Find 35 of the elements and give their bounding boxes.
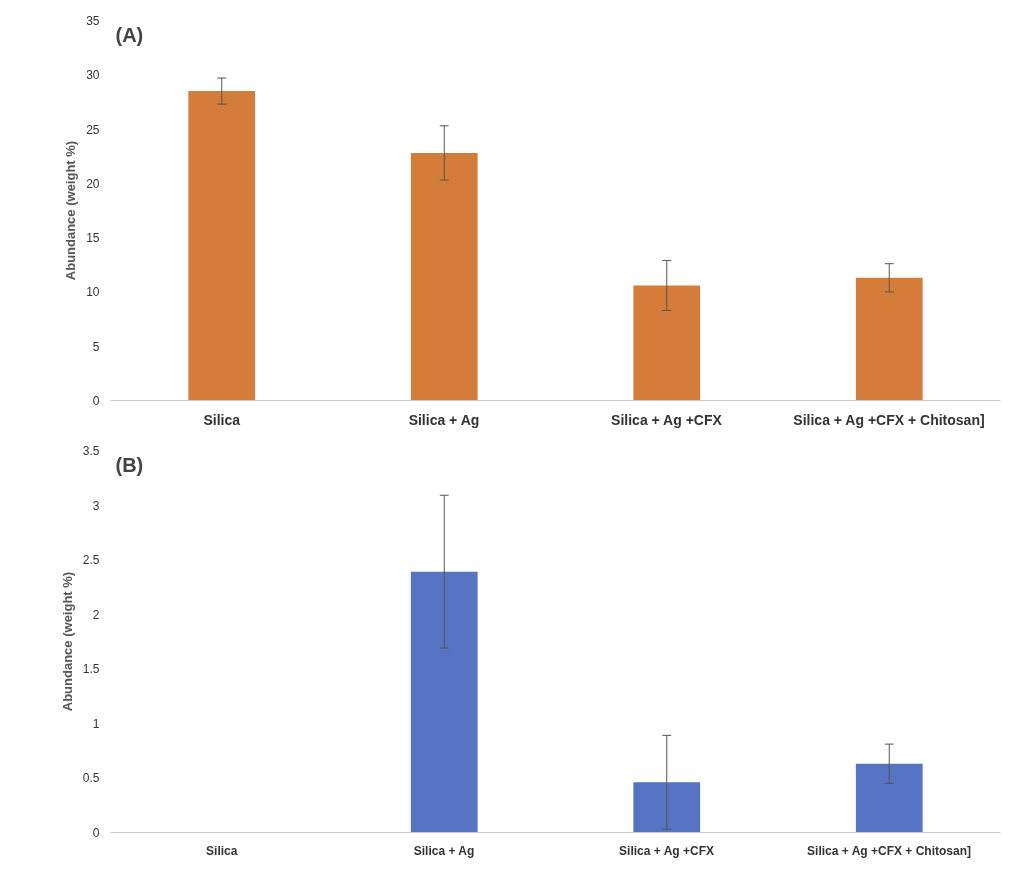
y-tick-label: 35 [86,14,100,28]
annotation: (B) [115,453,144,476]
bar [855,277,923,401]
y-tick-label: 10 [86,285,100,300]
x-tick-label: Silica + Ag +CFX + Chitosan] [793,411,985,428]
y-tick-label: 0 [92,394,100,408]
x-tick-label: Silica + Ag [413,843,475,858]
annotation: (A) [115,23,144,46]
y-tick-label: 3 [92,498,100,513]
y-tick-label: 0 [92,826,100,840]
bar [633,782,701,833]
y-tick-label: 2 [92,607,100,622]
x-tick-label: Silica + Ag +CFX [611,411,723,428]
x-tick-label: Silica [206,843,238,858]
x-tick-label: Silica + Ag [408,411,480,428]
y-tick-label: 1 [92,716,100,731]
y-tick-label: 15 [86,231,100,246]
x-tick-label: Silica + Ag +CFX [619,843,714,858]
y-tick-label: 1.5 [82,662,100,677]
y-axis-title: Abundance (weight %) [59,571,75,712]
y-axis-title: Abundance (weight %) [63,140,79,281]
bar [855,763,923,833]
y-tick-label: 0.5 [82,771,100,786]
bar [410,152,478,401]
y-tick-label: 25 [86,122,100,137]
x-tick-label: Silica [203,411,241,428]
y-tick-label: 5 [92,339,100,354]
y-tick-label: 3.5 [82,444,100,458]
bar [188,91,256,401]
y-tick-label: 30 [86,68,100,83]
y-tick-label: 2.5 [82,553,100,568]
x-tick-label: Silica + Ag +CFX + Chitosan] [807,843,971,858]
bar [410,571,478,833]
y-tick-label: 20 [86,176,100,191]
bar [633,285,701,401]
